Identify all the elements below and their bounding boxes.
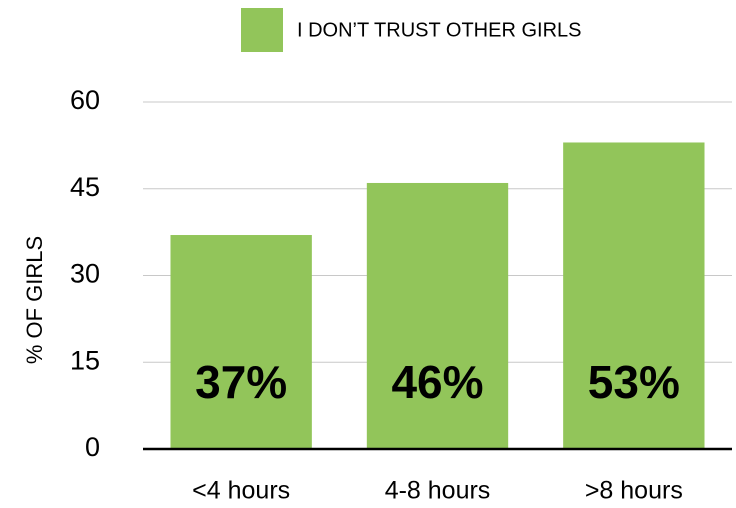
y-tick-label: 15 xyxy=(70,345,100,375)
value-label: 46% xyxy=(391,356,483,408)
y-tick-label: 30 xyxy=(70,259,100,289)
y-axis-label: % OF GIRLS xyxy=(22,236,47,364)
bar xyxy=(170,235,312,449)
y-tick-label: 60 xyxy=(70,85,100,115)
y-tick-label: 0 xyxy=(85,432,100,462)
bar xyxy=(563,142,705,449)
x-tick-label: >8 hours xyxy=(585,477,683,505)
bar xyxy=(366,182,509,449)
x-tick-label: <4 hours xyxy=(192,477,290,505)
value-label: 37% xyxy=(195,356,287,408)
legend-label: I DON’T TRUST OTHER GIRLS xyxy=(297,19,581,41)
y-tick-label: 45 xyxy=(70,172,100,202)
x-tick-label: 4-8 hours xyxy=(385,477,491,505)
legend-swatch xyxy=(241,8,283,52)
value-label: 53% xyxy=(588,356,680,408)
